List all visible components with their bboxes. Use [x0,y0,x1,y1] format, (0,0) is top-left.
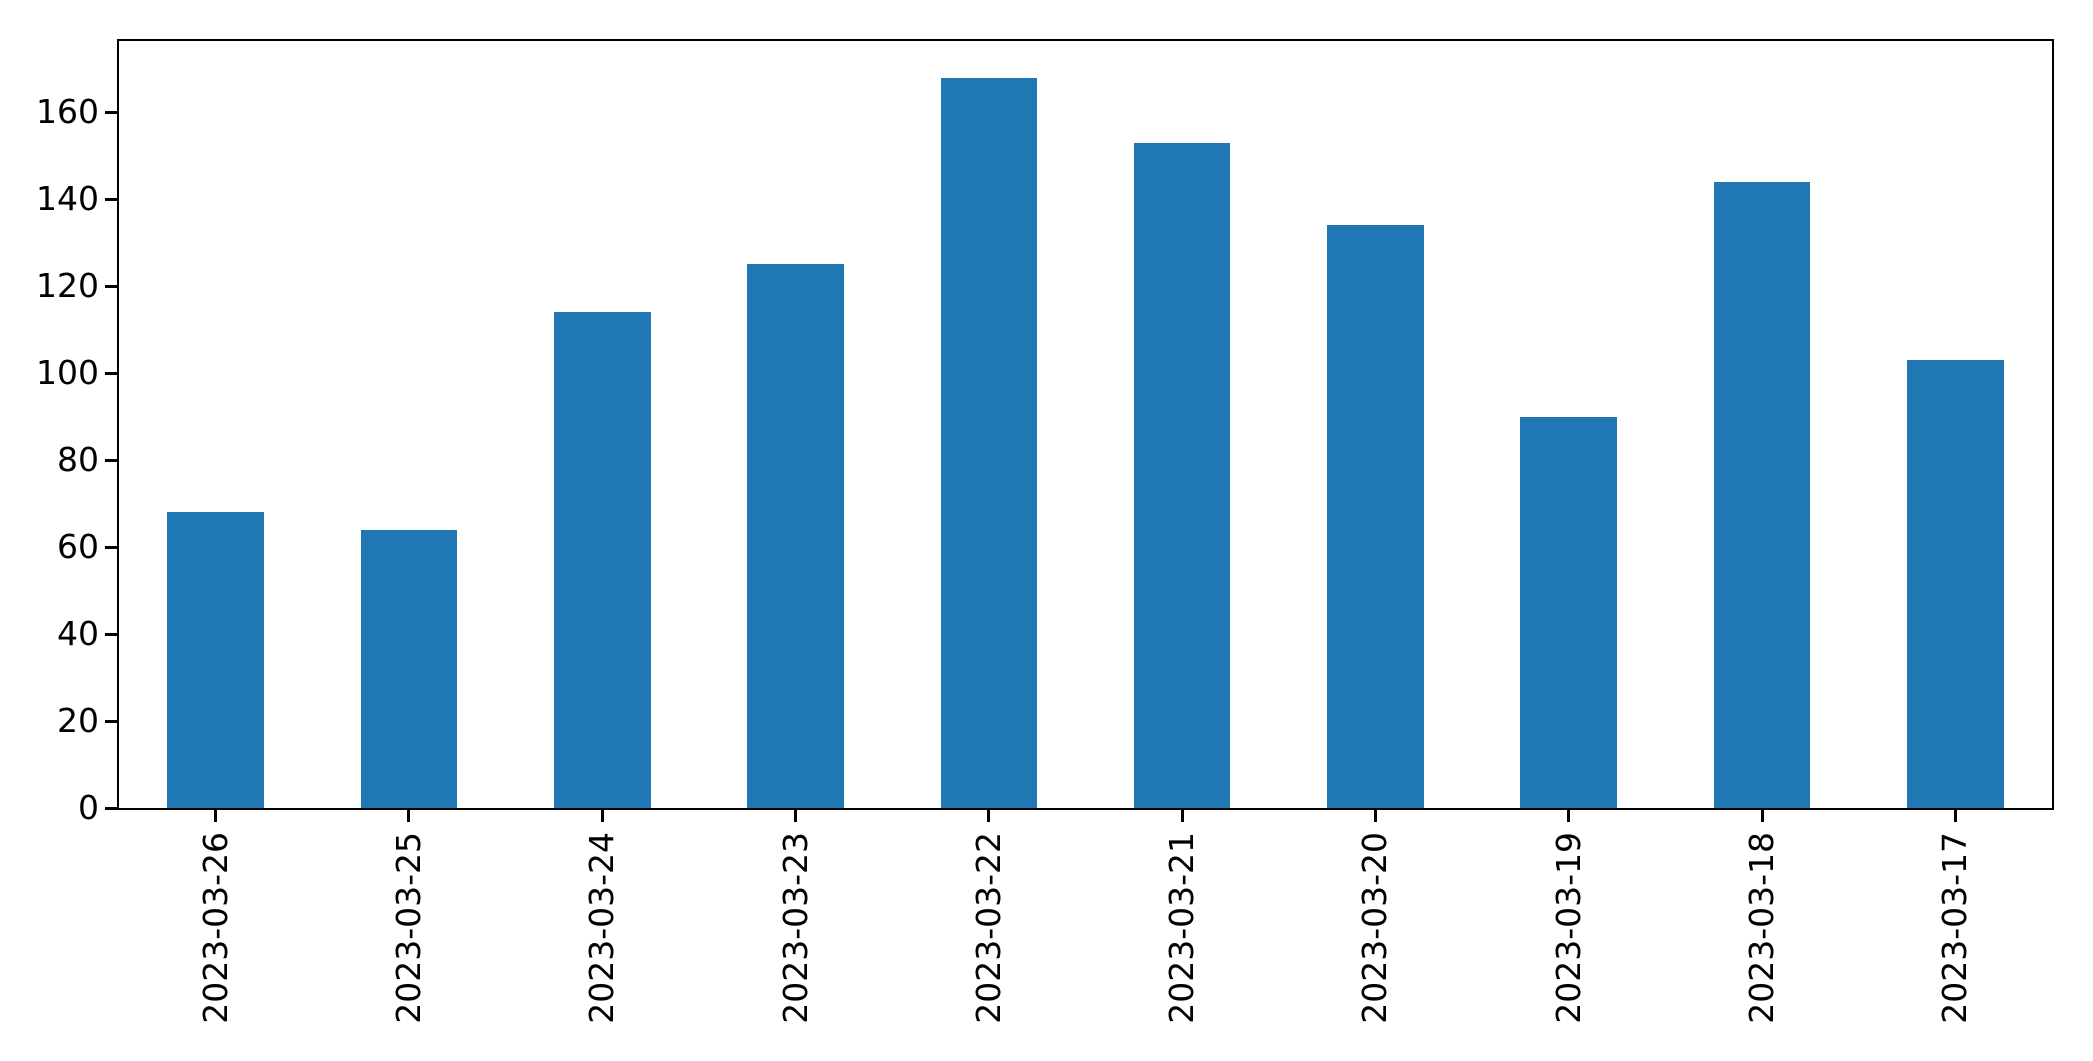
y-tick-mark [105,371,117,375]
x-tick-label: 2023-03-25 [389,832,429,1028]
y-tick-mark [105,545,117,549]
bar [1907,360,2004,808]
y-tick-label: 40 [57,614,99,654]
y-tick-mark [105,719,117,723]
y-tick-label: 80 [57,440,99,480]
y-tick-label: 100 [36,353,99,393]
x-tick-label: 2023-03-24 [582,832,622,1028]
x-tick-mark [600,810,604,822]
x-tick-label-text: 2023-03-26 [195,832,235,1024]
x-tick-mark [214,810,218,822]
y-tick-label: 60 [57,527,99,567]
bar [1713,181,1811,808]
x-tick-label-text: 2023-03-17 [1935,832,1975,1024]
bar [553,312,651,808]
x-tick-label: 2023-03-17 [1935,832,1975,1028]
x-tick-mark [1373,810,1377,822]
x-tick-label: 2023-03-19 [1549,832,1589,1028]
bar [167,512,264,808]
y-tick-mark [105,632,117,636]
x-tick-mark [1567,810,1571,822]
y-tick-label: 120 [36,266,99,306]
x-tick-label: 2023-03-22 [969,832,1009,1028]
y-tick-mark [105,197,117,201]
x-tick-label: 2023-03-26 [196,832,236,1028]
bar [1520,416,1618,808]
y-tick-label: 0 [78,788,99,827]
x-tick-mark [1953,810,1957,822]
y-tick-mark [105,806,117,810]
bar [1133,142,1231,808]
bar [747,264,844,808]
x-tick-label-text: 2023-03-23 [775,832,815,1024]
x-tick-label: 2023-03-21 [1162,832,1202,1028]
bar [1327,225,1424,808]
y-tick-label: 20 [57,701,99,741]
y-tick-mark [105,458,117,462]
x-tick-label-text: 2023-03-21 [1162,832,1202,1024]
x-tick-label-text: 2023-03-25 [388,832,428,1024]
y-tick-mark [105,284,117,288]
x-tick-label-text: 2023-03-19 [1548,832,1588,1024]
x-tick-mark [987,810,991,822]
x-tick-label-text: 2023-03-18 [1742,832,1782,1024]
x-tick-label: 2023-03-18 [1742,832,1782,1028]
y-tick-mark [105,110,117,114]
x-tick-label-text: 2023-03-24 [582,832,622,1024]
x-tick-mark [1760,810,1764,822]
x-tick-label-text: 2023-03-22 [968,832,1008,1024]
x-tick-mark [794,810,798,822]
y-tick-label: 140 [36,179,99,219]
x-tick-mark [407,810,411,822]
x-tick-label: 2023-03-20 [1355,832,1395,1028]
bar [360,529,458,808]
y-tick-label: 160 [36,92,99,132]
x-tick-label-text: 2023-03-20 [1355,832,1395,1024]
x-tick-mark [1180,810,1184,822]
x-tick-label: 2023-03-23 [776,832,816,1028]
bar [940,77,1038,808]
